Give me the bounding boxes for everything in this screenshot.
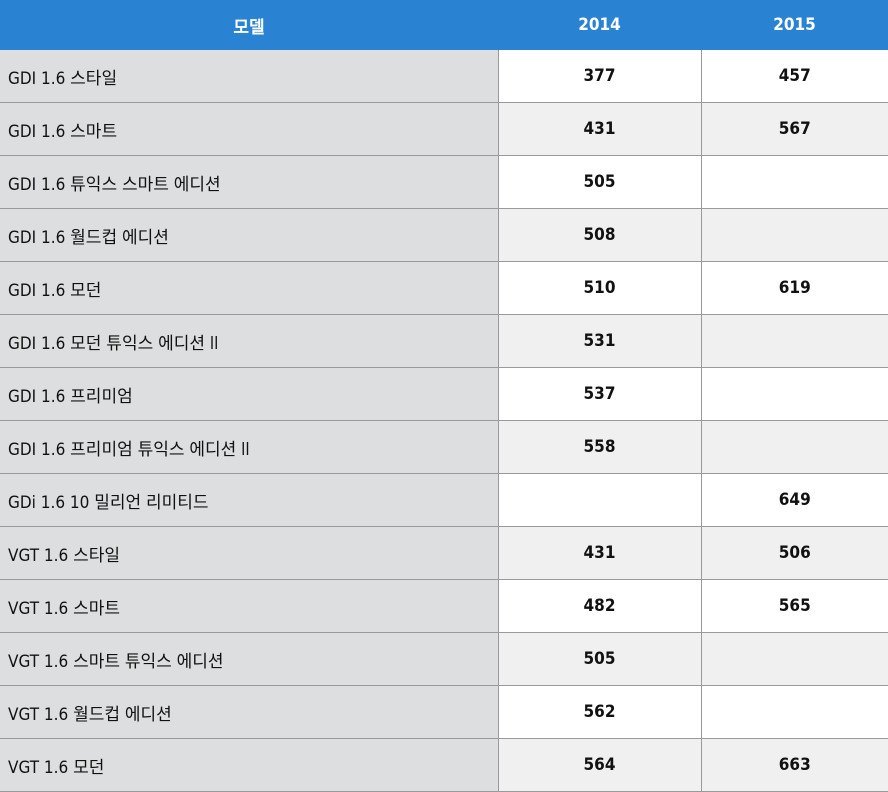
table-row: VGT 1.6 스마트 482 565 — [0, 579, 888, 633]
table-row: GDI 1.6 스마트 431 567 — [0, 102, 888, 156]
table-header-row: 모델 2014 2015 — [0, 0, 888, 50]
table-row: GDI 1.6 스타일 377 457 — [0, 50, 888, 103]
value-2015-cell — [700, 367, 888, 421]
table-row: VGT 1.6 스타일 431 506 — [0, 526, 888, 580]
model-cell: GDI 1.6 프리미엄 튜익스 에디션 ll — [0, 420, 499, 474]
value-2015-cell: 649 — [700, 473, 888, 527]
model-cell: GDI 1.6 스마트 — [0, 102, 499, 156]
model-cell: GDI 1.6 월드컵 에디션 — [0, 208, 499, 262]
header-2015: 2015 — [701, 0, 888, 50]
model-cell: GDI 1.6 모던 튜익스 에디션 ll — [0, 314, 499, 368]
value-2015-cell — [700, 155, 888, 209]
value-2015-cell: 506 — [700, 526, 888, 580]
value-2014-cell: 508 — [497, 208, 702, 262]
model-cell: VGT 1.6 스마트 — [0, 579, 499, 633]
value-2014-cell: 531 — [497, 314, 702, 368]
value-2014-cell: 482 — [497, 579, 702, 633]
model-cell: GDI 1.6 프리미엄 — [0, 367, 499, 421]
value-2015-cell: 619 — [700, 261, 888, 315]
header-model: 모델 — [0, 0, 498, 50]
value-2014-cell: 431 — [497, 526, 702, 580]
table-row: GDI 1.6 프리미엄 537 — [0, 367, 888, 421]
value-2014-cell: 564 — [497, 738, 702, 792]
value-2015-cell — [700, 314, 888, 368]
value-2014-cell: 505 — [497, 632, 702, 686]
model-cell: VGT 1.6 모던 — [0, 738, 499, 792]
model-cell: GDI 1.6 튜익스 스마트 에디션 — [0, 155, 499, 209]
value-2014-cell: 377 — [497, 50, 702, 103]
table-row: VGT 1.6 모던 564 663 — [0, 738, 888, 792]
table-row: GDI 1.6 월드컵 에디션 508 — [0, 208, 888, 262]
value-2014-cell: 431 — [497, 102, 702, 156]
table-row: GDi 1.6 10 밀리언 리미티드 649 — [0, 473, 888, 527]
table-row: GDI 1.6 모던 510 619 — [0, 261, 888, 315]
model-cell: VGT 1.6 스타일 — [0, 526, 499, 580]
value-2015-cell: 457 — [700, 50, 888, 103]
model-cell: VGT 1.6 월드컵 에디션 — [0, 685, 499, 739]
table-row: GDI 1.6 튜익스 스마트 에디션 505 — [0, 155, 888, 209]
value-2014-cell: 510 — [497, 261, 702, 315]
model-cell: GDI 1.6 모던 — [0, 261, 499, 315]
table-row: GDI 1.6 프리미엄 튜익스 에디션 ll 558 — [0, 420, 888, 474]
value-2015-cell: 567 — [700, 102, 888, 156]
value-2014-cell: 537 — [497, 367, 702, 421]
model-cell: VGT 1.6 스마트 튜익스 에디션 — [0, 632, 499, 686]
value-2014-cell: 562 — [497, 685, 702, 739]
table-row: GDI 1.6 모던 튜익스 에디션 ll 531 — [0, 314, 888, 368]
model-cell: GDi 1.6 10 밀리언 리미티드 — [0, 473, 499, 527]
table-row: VGT 1.6 월드컵 에디션 562 — [0, 685, 888, 739]
value-2015-cell: 663 — [700, 738, 888, 792]
value-2015-cell — [700, 208, 888, 262]
value-2014-cell — [497, 473, 702, 527]
value-2015-cell — [700, 632, 888, 686]
header-2014: 2014 — [498, 0, 701, 50]
value-2015-cell — [700, 685, 888, 739]
model-cell: GDI 1.6 스타일 — [0, 50, 499, 103]
table-row: VGT 1.6 스마트 튜익스 에디션 505 — [0, 632, 888, 686]
value-2014-cell: 558 — [497, 420, 702, 474]
value-2014-cell: 505 — [497, 155, 702, 209]
value-2015-cell: 565 — [700, 579, 888, 633]
value-2015-cell — [700, 420, 888, 474]
